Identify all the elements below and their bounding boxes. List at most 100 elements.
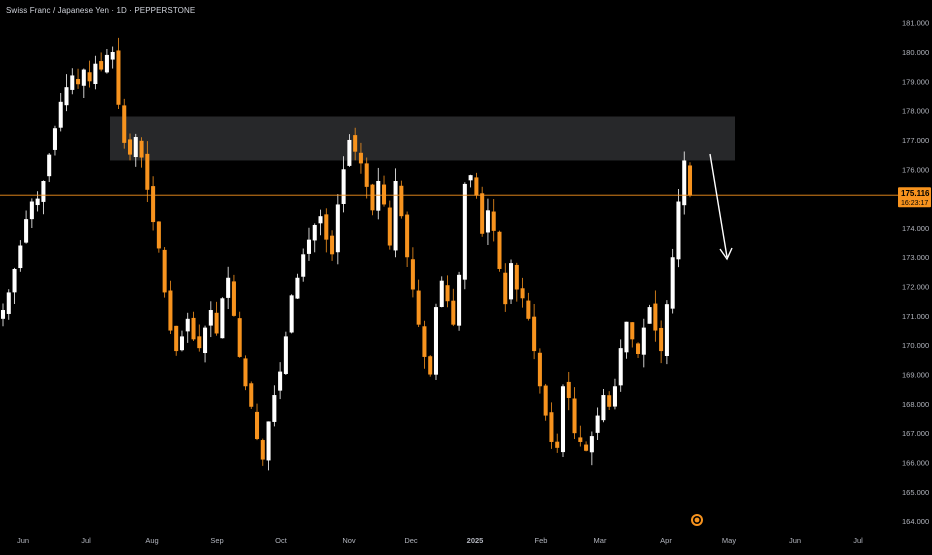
x-tick-label: Nov [342,536,356,545]
candle-body [162,249,167,293]
candle-body [179,336,184,351]
candle-body [203,327,208,354]
candle-body [659,327,664,352]
candle-body [220,298,225,339]
y-tick-label: 166.000 [902,458,929,467]
candle-body [0,310,6,319]
y-tick-label: 167.000 [902,429,929,438]
candle-body [676,201,681,260]
candle-body [185,318,190,332]
candle-body [243,358,248,387]
y-tick-label: 168.000 [902,400,929,409]
candle-body [76,78,81,85]
candle-body [197,336,202,349]
candle-body [595,415,600,433]
candle-body [318,216,323,224]
time-axis[interactable]: Jun Jul Aug Sep Oct Nov Dec 2025 Feb Mar Apr May Jun… [17,536,863,545]
candle-body [480,193,485,234]
candle-body [335,204,340,253]
y-tick-label: 179.000 [902,77,929,86]
candle-body [249,383,254,407]
y-tick-label: 180.000 [902,48,929,57]
price-tag-value: 175.116 [901,189,930,198]
candle-body [312,224,317,241]
candle-body [341,169,346,204]
down-arrow-icon[interactable] [709,153,733,261]
candle-body [254,411,260,440]
candle-body [12,268,17,293]
candle-body [289,295,294,333]
candle-body [393,181,398,251]
candle-body [405,214,410,258]
candle-body [237,318,242,357]
y-tick-label: 174.000 [902,224,929,233]
resistance-zone[interactable] [110,116,735,161]
candle-body [509,263,514,300]
candle-body [514,264,519,290]
x-tick-label: Jul [853,536,863,545]
candle-body [451,300,456,325]
candle-body [578,437,583,442]
candle-body [474,177,479,196]
x-tick-label: Dec [404,536,418,545]
candle-body [410,259,415,290]
candle-body [370,184,375,211]
x-tick-label: Jun [17,536,29,545]
candle-body [416,290,421,325]
candle-body [503,272,508,305]
price-label: 175.116 16:23:17 [898,187,931,208]
x-tick-label: Jul [81,536,91,545]
candle-body [589,436,594,453]
y-tick-label: 164.000 [902,517,929,526]
candle-body [641,327,646,355]
candle-body [520,288,525,299]
candle-body [601,395,606,421]
y-tick-label: 177.000 [902,136,929,145]
candle-body [630,322,635,340]
candle-body [127,139,133,155]
candle-body [439,280,444,307]
candle-body [457,274,462,326]
candle-body [433,307,439,375]
candle-body [104,54,109,73]
price-tag-background [898,187,931,208]
candle-body [116,50,121,105]
candle-body [612,386,617,407]
x-tick-label: Oct [275,536,288,545]
x-tick-label: Aug [145,536,158,545]
candle-body [382,184,387,205]
y-tick-label: 178.000 [902,107,929,116]
candle-body [272,395,277,422]
candle-body [497,231,502,269]
candle-body [664,304,669,357]
x-tick-label: Mar [594,536,607,545]
candle-body [422,326,427,357]
candle-body [208,310,213,326]
candle-body [306,239,311,254]
candle-body [24,219,29,243]
candle-body [387,207,392,246]
candle-body [214,312,219,334]
candle-body [295,277,300,299]
candle-body [353,135,358,152]
candle-body [151,186,156,223]
candle-body [324,214,329,240]
candle-body [532,316,537,352]
candle-body [618,348,623,386]
candle-body [260,440,265,460]
y-tick-label: 169.000 [902,371,929,380]
candle-body [156,221,161,249]
candle-body [231,281,236,316]
candle-body [301,254,306,277]
candle-body [566,381,571,398]
candle-body [226,277,231,298]
dividend-circle-icon[interactable] [691,514,703,526]
x-tick-label: Feb [535,536,548,545]
y-tick-label: 176.000 [902,165,929,174]
x-tick-label: 2025 [467,536,484,545]
candle-body [283,336,288,374]
candle-body [670,257,675,309]
price-tag-countdown: 16:23:17 [901,200,928,207]
